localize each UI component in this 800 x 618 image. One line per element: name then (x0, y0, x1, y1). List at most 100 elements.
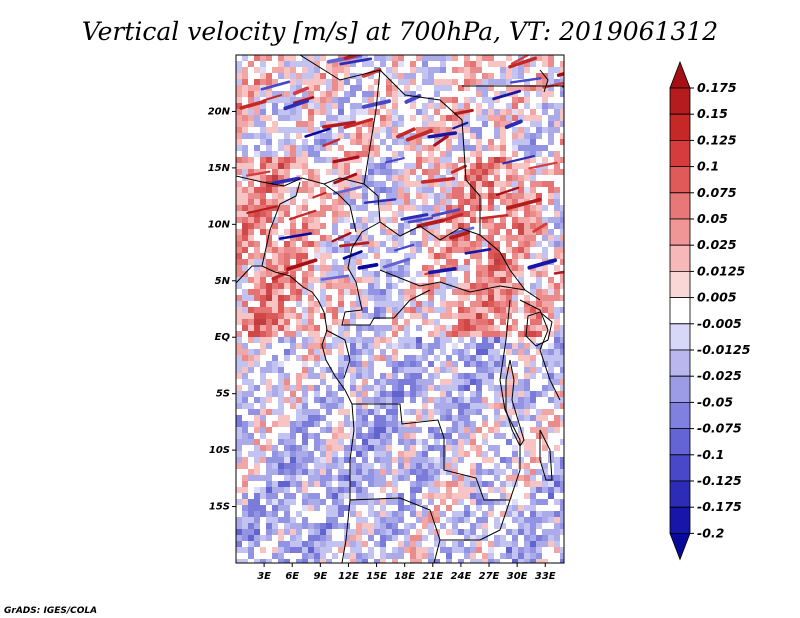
field-cell (440, 283, 446, 289)
field-cell (278, 367, 284, 373)
field-cell (404, 199, 410, 205)
field-cell (302, 397, 308, 403)
field-cell (434, 67, 440, 73)
field-cell (482, 553, 488, 559)
field-cell (422, 385, 428, 391)
field-cell (374, 379, 380, 385)
field-cell (308, 475, 314, 481)
field-cell (314, 181, 320, 187)
field-cell (482, 493, 488, 499)
field-streak (384, 156, 405, 164)
field-cell (242, 145, 248, 151)
field-cell (248, 391, 254, 397)
field-cell (326, 541, 332, 547)
field-cell (302, 223, 308, 229)
field-cell (260, 127, 266, 133)
field-cell (338, 421, 344, 427)
field-cell (362, 133, 368, 139)
field-cell (326, 445, 332, 451)
field-cell (272, 523, 278, 529)
field-cell (404, 223, 410, 229)
field-cell (494, 517, 500, 523)
field-cell (380, 301, 386, 307)
field-cell (350, 157, 356, 163)
x-tick-label: 18E (394, 571, 415, 582)
field-cell (464, 385, 470, 391)
field-cell (290, 199, 296, 205)
field-cell (392, 61, 398, 67)
field-cell (452, 283, 458, 289)
field-cell (470, 433, 476, 439)
field-cell (254, 397, 260, 403)
field-cell (458, 325, 464, 331)
field-cell (494, 253, 500, 259)
field-cell (284, 385, 290, 391)
field-cell (260, 139, 266, 145)
field-cell (494, 121, 500, 127)
field-cell (296, 157, 302, 163)
field-cell (458, 205, 464, 211)
field-cell (338, 379, 344, 385)
field-cell (440, 451, 446, 457)
field-cell (554, 481, 560, 487)
field-cell (314, 307, 320, 313)
field-cell (512, 115, 518, 121)
field-cell (530, 205, 536, 211)
field-cell (506, 343, 512, 349)
field-cell (278, 205, 284, 211)
field-cell (494, 61, 500, 67)
field-cell (392, 211, 398, 217)
field-cell (278, 559, 284, 563)
field-cell (344, 421, 350, 427)
field-cell (410, 361, 416, 367)
field-cell (470, 79, 476, 85)
field-cell (338, 127, 344, 133)
field-cell (410, 103, 416, 109)
field-cell (398, 73, 404, 79)
field-cell (272, 223, 278, 229)
field-cell (374, 283, 380, 289)
field-cell (548, 277, 554, 283)
field-cell (332, 433, 338, 439)
field-cell (242, 511, 248, 517)
field-cell (500, 79, 506, 85)
field-cell (326, 103, 332, 109)
field-cell (536, 367, 542, 373)
field-cell (512, 109, 518, 115)
field-cell (464, 373, 470, 379)
field-cell (512, 529, 518, 535)
field-cell (386, 295, 392, 301)
field-cell (530, 415, 536, 421)
field-cell (266, 313, 272, 319)
field-cell (308, 109, 314, 115)
field-cell (272, 487, 278, 493)
field-cell (302, 91, 308, 97)
field-cell (488, 109, 494, 115)
field-cell (332, 511, 338, 517)
field-cell (446, 169, 452, 175)
field-cell (302, 67, 308, 73)
field-cell (530, 241, 536, 247)
field-cell (482, 169, 488, 175)
field-cell (260, 559, 266, 563)
field-cell (338, 343, 344, 349)
field-cell (290, 295, 296, 301)
field-cell (554, 415, 560, 421)
field-cell (236, 397, 242, 403)
field-cell (410, 385, 416, 391)
field-cell (272, 451, 278, 457)
field-cell (368, 91, 374, 97)
field-cell (296, 229, 302, 235)
field-streak (283, 98, 309, 111)
field-cell (368, 289, 374, 295)
field-cell (518, 415, 524, 421)
field-cell (434, 253, 440, 259)
field-cell (272, 187, 278, 193)
field-cell (236, 187, 242, 193)
field-cell (332, 397, 338, 403)
field-cell (554, 379, 560, 385)
field-cell (314, 139, 320, 145)
field-cell (410, 199, 416, 205)
field-cell (446, 433, 452, 439)
field-cell (350, 499, 356, 505)
